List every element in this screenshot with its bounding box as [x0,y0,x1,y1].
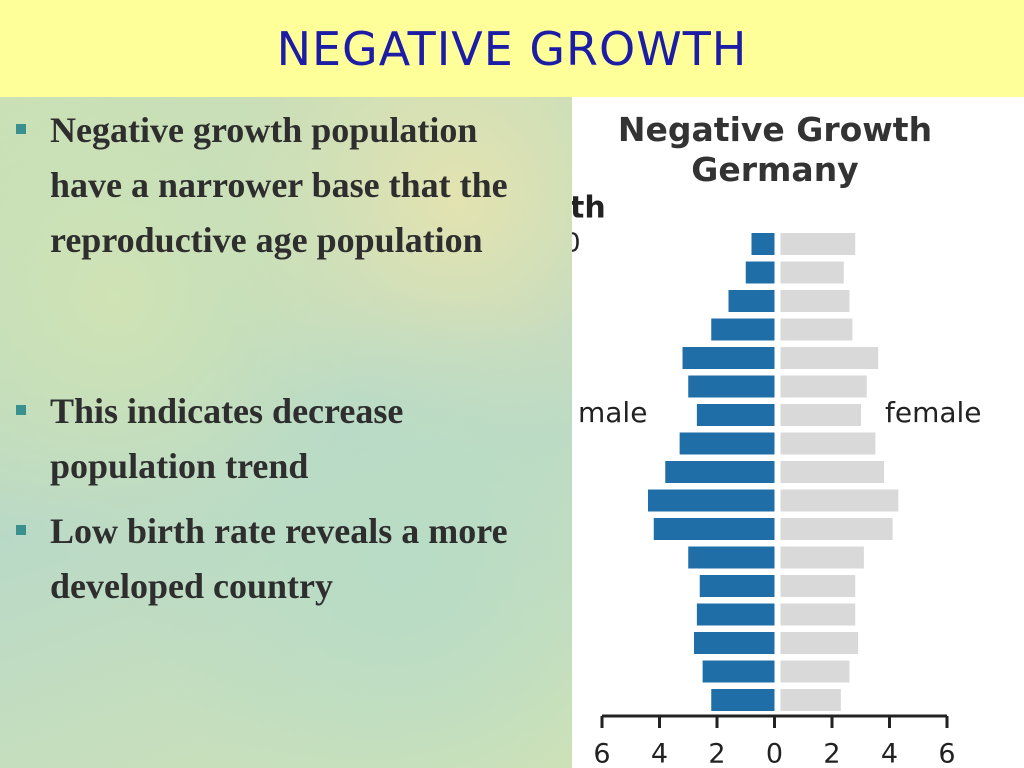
bar [780,575,856,597]
slide-title: NEGATIVE GROWTH [276,22,748,76]
bar [711,318,775,341]
series-label: female [885,396,982,429]
x-tick-label: 0 [766,739,783,768]
bar [780,632,859,654]
bullet-marker [16,124,26,134]
x-tick-label: 4 [651,739,668,768]
x-tick-label: 4 [881,739,898,768]
series-label: male [578,396,647,429]
bullet-marker [16,405,26,415]
bar [751,233,775,255]
bar [780,290,850,312]
bar [780,461,884,483]
bar [679,432,775,455]
bar [728,290,775,312]
bar [682,347,775,369]
bar [688,375,775,398]
bar [665,461,775,483]
bullet: Negative growth population have a narrow… [50,110,508,260]
bar [688,546,775,569]
bar [648,489,775,512]
bar [780,375,867,398]
bullet: Low birth rate reveals a more developed … [50,511,508,606]
x-tick-label: 6 [593,739,610,768]
bar [711,689,775,711]
chart-title: Negative Growth Germany [617,110,933,189]
bar [780,546,864,569]
bar [745,261,775,284]
bar [696,404,775,426]
cropped-text: 0 [572,229,581,259]
bar [780,518,893,540]
bar [780,318,853,341]
bullet-marker [16,525,26,535]
x-tick-label: 6 [938,739,955,768]
bar [699,575,775,597]
bar [702,660,775,683]
x-tick-label: 2 [823,739,840,768]
bar [780,689,841,711]
bar [780,660,850,683]
bar [694,632,775,654]
x-tick-label: 2 [708,739,725,768]
bar [780,404,861,426]
bar [780,233,856,255]
text-panel [0,97,572,768]
bar [696,603,775,626]
bar [653,518,775,540]
title-band [0,0,1024,97]
bar [780,603,856,626]
bar [780,489,899,512]
bar [780,261,844,284]
cropped-text: th [572,191,606,226]
bar [780,347,879,369]
bullet: This indicates decrease population trend [50,391,404,486]
bar [780,432,876,455]
